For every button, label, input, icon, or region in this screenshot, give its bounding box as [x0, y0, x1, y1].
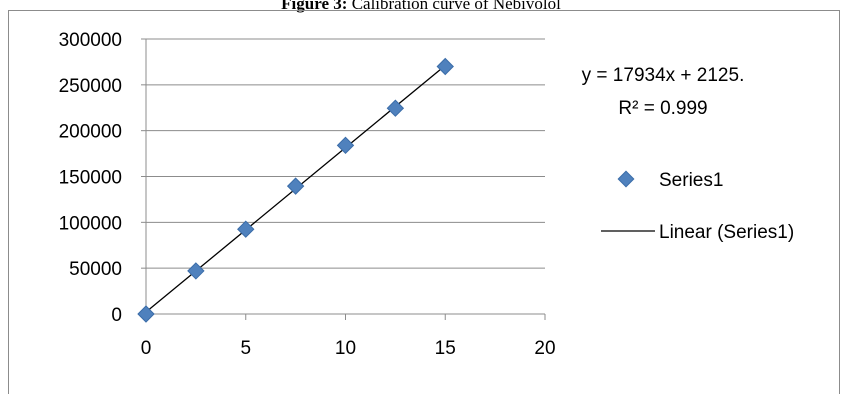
y-tick-label: 100000 — [59, 213, 122, 234]
data-point — [237, 220, 255, 238]
x-tick-label: 5 — [240, 338, 251, 359]
chart-area — [8, 10, 840, 394]
gridlines — [146, 38, 545, 269]
legend-trendline-label: Linear (Series1) — [659, 222, 794, 243]
x-tick-label: 20 — [534, 338, 555, 359]
figure-caption-label: Figure 3: — [281, 0, 348, 13]
data-point — [386, 99, 405, 117]
x-tick-label: 15 — [435, 338, 456, 359]
legend-series1-marker — [617, 170, 635, 188]
x-tick-labels: 0 5 10 15 20 — [141, 338, 556, 359]
y-tick-label: 0 — [111, 305, 122, 326]
y-tick-labels: 0 50000 100000 150000 200000 250000 300000 — [59, 30, 122, 326]
y-tick-label: 50000 — [69, 259, 122, 280]
y-tick-label: 300000 — [59, 30, 122, 51]
data-point — [336, 136, 355, 155]
figure-caption-text: Calibration curve of Nebivolol — [351, 0, 561, 13]
x-tick-label: 10 — [335, 338, 356, 359]
x-tick-label: 0 — [141, 338, 152, 359]
legend: Series1 Linear (Series1) — [601, 170, 794, 243]
legend-series1-label: Series1 — [659, 170, 723, 191]
y-tick-label: 200000 — [59, 122, 122, 143]
axes — [141, 38, 546, 320]
data-point — [187, 262, 205, 280]
trendline-equation: y = 17934x + 2125. — [582, 65, 745, 86]
y-tick-label: 150000 — [59, 168, 122, 189]
series1-points — [137, 57, 454, 323]
y-tick-label: 250000 — [59, 76, 122, 97]
trendline-r2: R² = 0.999 — [618, 98, 707, 119]
data-point — [436, 57, 454, 76]
figure-caption: Figure 3: Calibration curve of Nebivolol — [0, 0, 842, 14]
data-point — [286, 177, 305, 195]
data-point — [137, 305, 155, 323]
